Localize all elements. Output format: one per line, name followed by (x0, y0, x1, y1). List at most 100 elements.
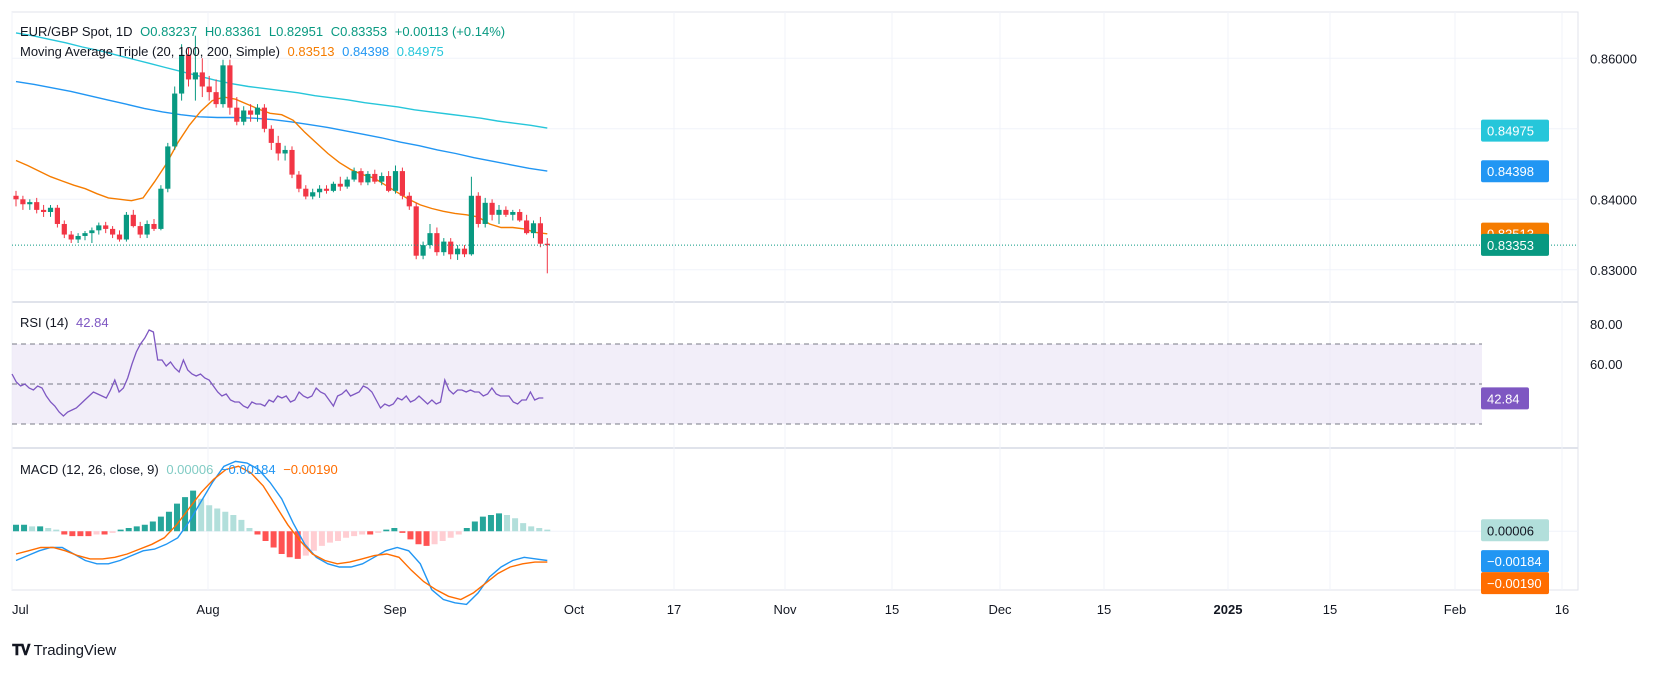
candle-body (158, 188, 164, 229)
candle-body (103, 225, 109, 229)
ma200-line (15, 32, 548, 129)
candle-body (510, 211, 516, 215)
candle-body (530, 223, 537, 234)
candle-body (261, 107, 267, 129)
candle-body (151, 223, 157, 229)
macd-histogram-bar (222, 511, 229, 532)
macd-histogram-bar (13, 524, 19, 532)
macd-histogram-bar (165, 511, 172, 532)
candle-body (468, 195, 474, 255)
ma200-price-badge-label: 0.84975 (1487, 124, 1534, 139)
candle-body (372, 173, 378, 182)
macd-legend-label[interactable]: MACD (12, 26, close, 9) (20, 462, 159, 477)
macd-histogram-bar (351, 531, 358, 537)
macd-histogram-bar (101, 531, 108, 535)
macd-line-badge-label: −0.00184 (1487, 554, 1542, 569)
rsi-legend-label[interactable]: RSI (14) (20, 315, 69, 330)
macd-histogram-bar (190, 490, 197, 532)
macd-histogram-bar (262, 531, 269, 541)
macd-histogram-bar (407, 531, 414, 540)
rsi-value-badge (1481, 387, 1529, 410)
time-tick-label: Feb (1444, 602, 1466, 617)
time-tick-label: Dec (988, 602, 1012, 617)
macd-histogram-bar (447, 531, 454, 538)
macd-histogram-bar (520, 523, 527, 532)
candle-body (54, 207, 60, 224)
time-tick-label: Jul (12, 602, 29, 617)
macd-histogram-bar (423, 531, 430, 546)
macd-hist-badge (1481, 519, 1549, 542)
macd-histogram-bar (286, 531, 293, 558)
time-tick-label: 15 (1323, 602, 1337, 617)
macd-histogram-bar (53, 529, 60, 532)
macd-histogram-bar (367, 531, 374, 535)
macd-histogram-bar (45, 528, 52, 532)
macd-hist-badge-label: 0.00006 (1487, 523, 1534, 538)
macd-hist-value: 0.00006 (166, 462, 214, 477)
candle-body (185, 54, 192, 80)
candle-body (116, 234, 123, 240)
rsi-value: 42.84 (76, 315, 109, 330)
ma-legend-label[interactable]: Moving Average Triple (20, 100, 200, Sim… (20, 44, 280, 59)
candle-body (413, 206, 419, 256)
footer-brand[interactable]: 𝐓𝐕 TradingView (12, 642, 116, 659)
rsi-legend: RSI (14) 42.84 (20, 315, 113, 331)
macd-histogram-bar (431, 531, 438, 545)
macd-histogram-bar (238, 519, 245, 532)
macd-histogram-bar (85, 531, 92, 537)
candle-body (20, 199, 26, 205)
macd-histogram-bar (399, 531, 406, 533)
ma100-price-badge (1481, 160, 1549, 183)
candle-body (358, 171, 364, 183)
macd-signal-badge-label: −0.00190 (1487, 576, 1542, 591)
ma200-value: 0.84975 (396, 44, 444, 59)
macd-histogram-bar (109, 531, 116, 533)
price-tick-label: 0.83000 (1590, 263, 1637, 278)
macd-histogram-bar (230, 515, 237, 532)
macd-histogram-bar (254, 531, 261, 535)
macd-histogram-bar (310, 531, 317, 551)
macd-histogram-bar (471, 521, 478, 532)
candle-body (172, 93, 178, 147)
ma100-line (15, 80, 548, 172)
candle-body (337, 183, 343, 187)
candle-body (213, 92, 219, 105)
macd-histogram-bar (496, 513, 502, 532)
candle-body (144, 223, 150, 235)
time-tick-label: 16 (1555, 602, 1569, 617)
candle-body (323, 188, 330, 191)
candle-body (517, 211, 523, 221)
time-tick-label: 15 (1097, 602, 1111, 617)
macd-histogram-bar (133, 526, 140, 532)
macd-histogram-bar (326, 531, 333, 543)
macd-histogram-bar (29, 526, 36, 532)
candle-body (282, 149, 288, 154)
macd-histogram-bar (536, 528, 543, 532)
symbol-label[interactable]: EUR/GBP Spot, 1D (20, 24, 133, 39)
candle-body (206, 86, 212, 93)
candle-body (434, 233, 440, 253)
macd-histogram-bar (318, 531, 325, 546)
tradingview-logo-icon: 𝐓𝐕 (12, 642, 31, 659)
candle-body (220, 65, 226, 105)
macd-histogram-bar (206, 505, 213, 532)
candle-body (275, 142, 281, 154)
time-tick-label: Oct (564, 602, 585, 617)
macd-histogram-bar (174, 503, 180, 532)
candle-body (461, 248, 468, 255)
macd-histogram-bar (544, 529, 551, 532)
macd-histogram-bar (375, 531, 382, 533)
ma100-value: 0.84398 (342, 44, 390, 59)
macd-histogram-bar (278, 531, 285, 554)
rsi-tick-label: 80.00 (1590, 317, 1623, 332)
candle-body (123, 214, 129, 240)
macd-signal-value: −0.00190 (283, 462, 338, 477)
macd-histogram-bar (270, 531, 277, 548)
ohlc-change: +0.00113 (+0.14%) (394, 24, 506, 39)
candle-body (406, 195, 412, 207)
candle-body (496, 209, 502, 215)
candle-body (27, 202, 33, 205)
symbol-legend: EUR/GBP Spot, 1D O0.83237 H0.83361 L0.82… (20, 24, 509, 40)
macd-line-badge (1481, 550, 1549, 573)
